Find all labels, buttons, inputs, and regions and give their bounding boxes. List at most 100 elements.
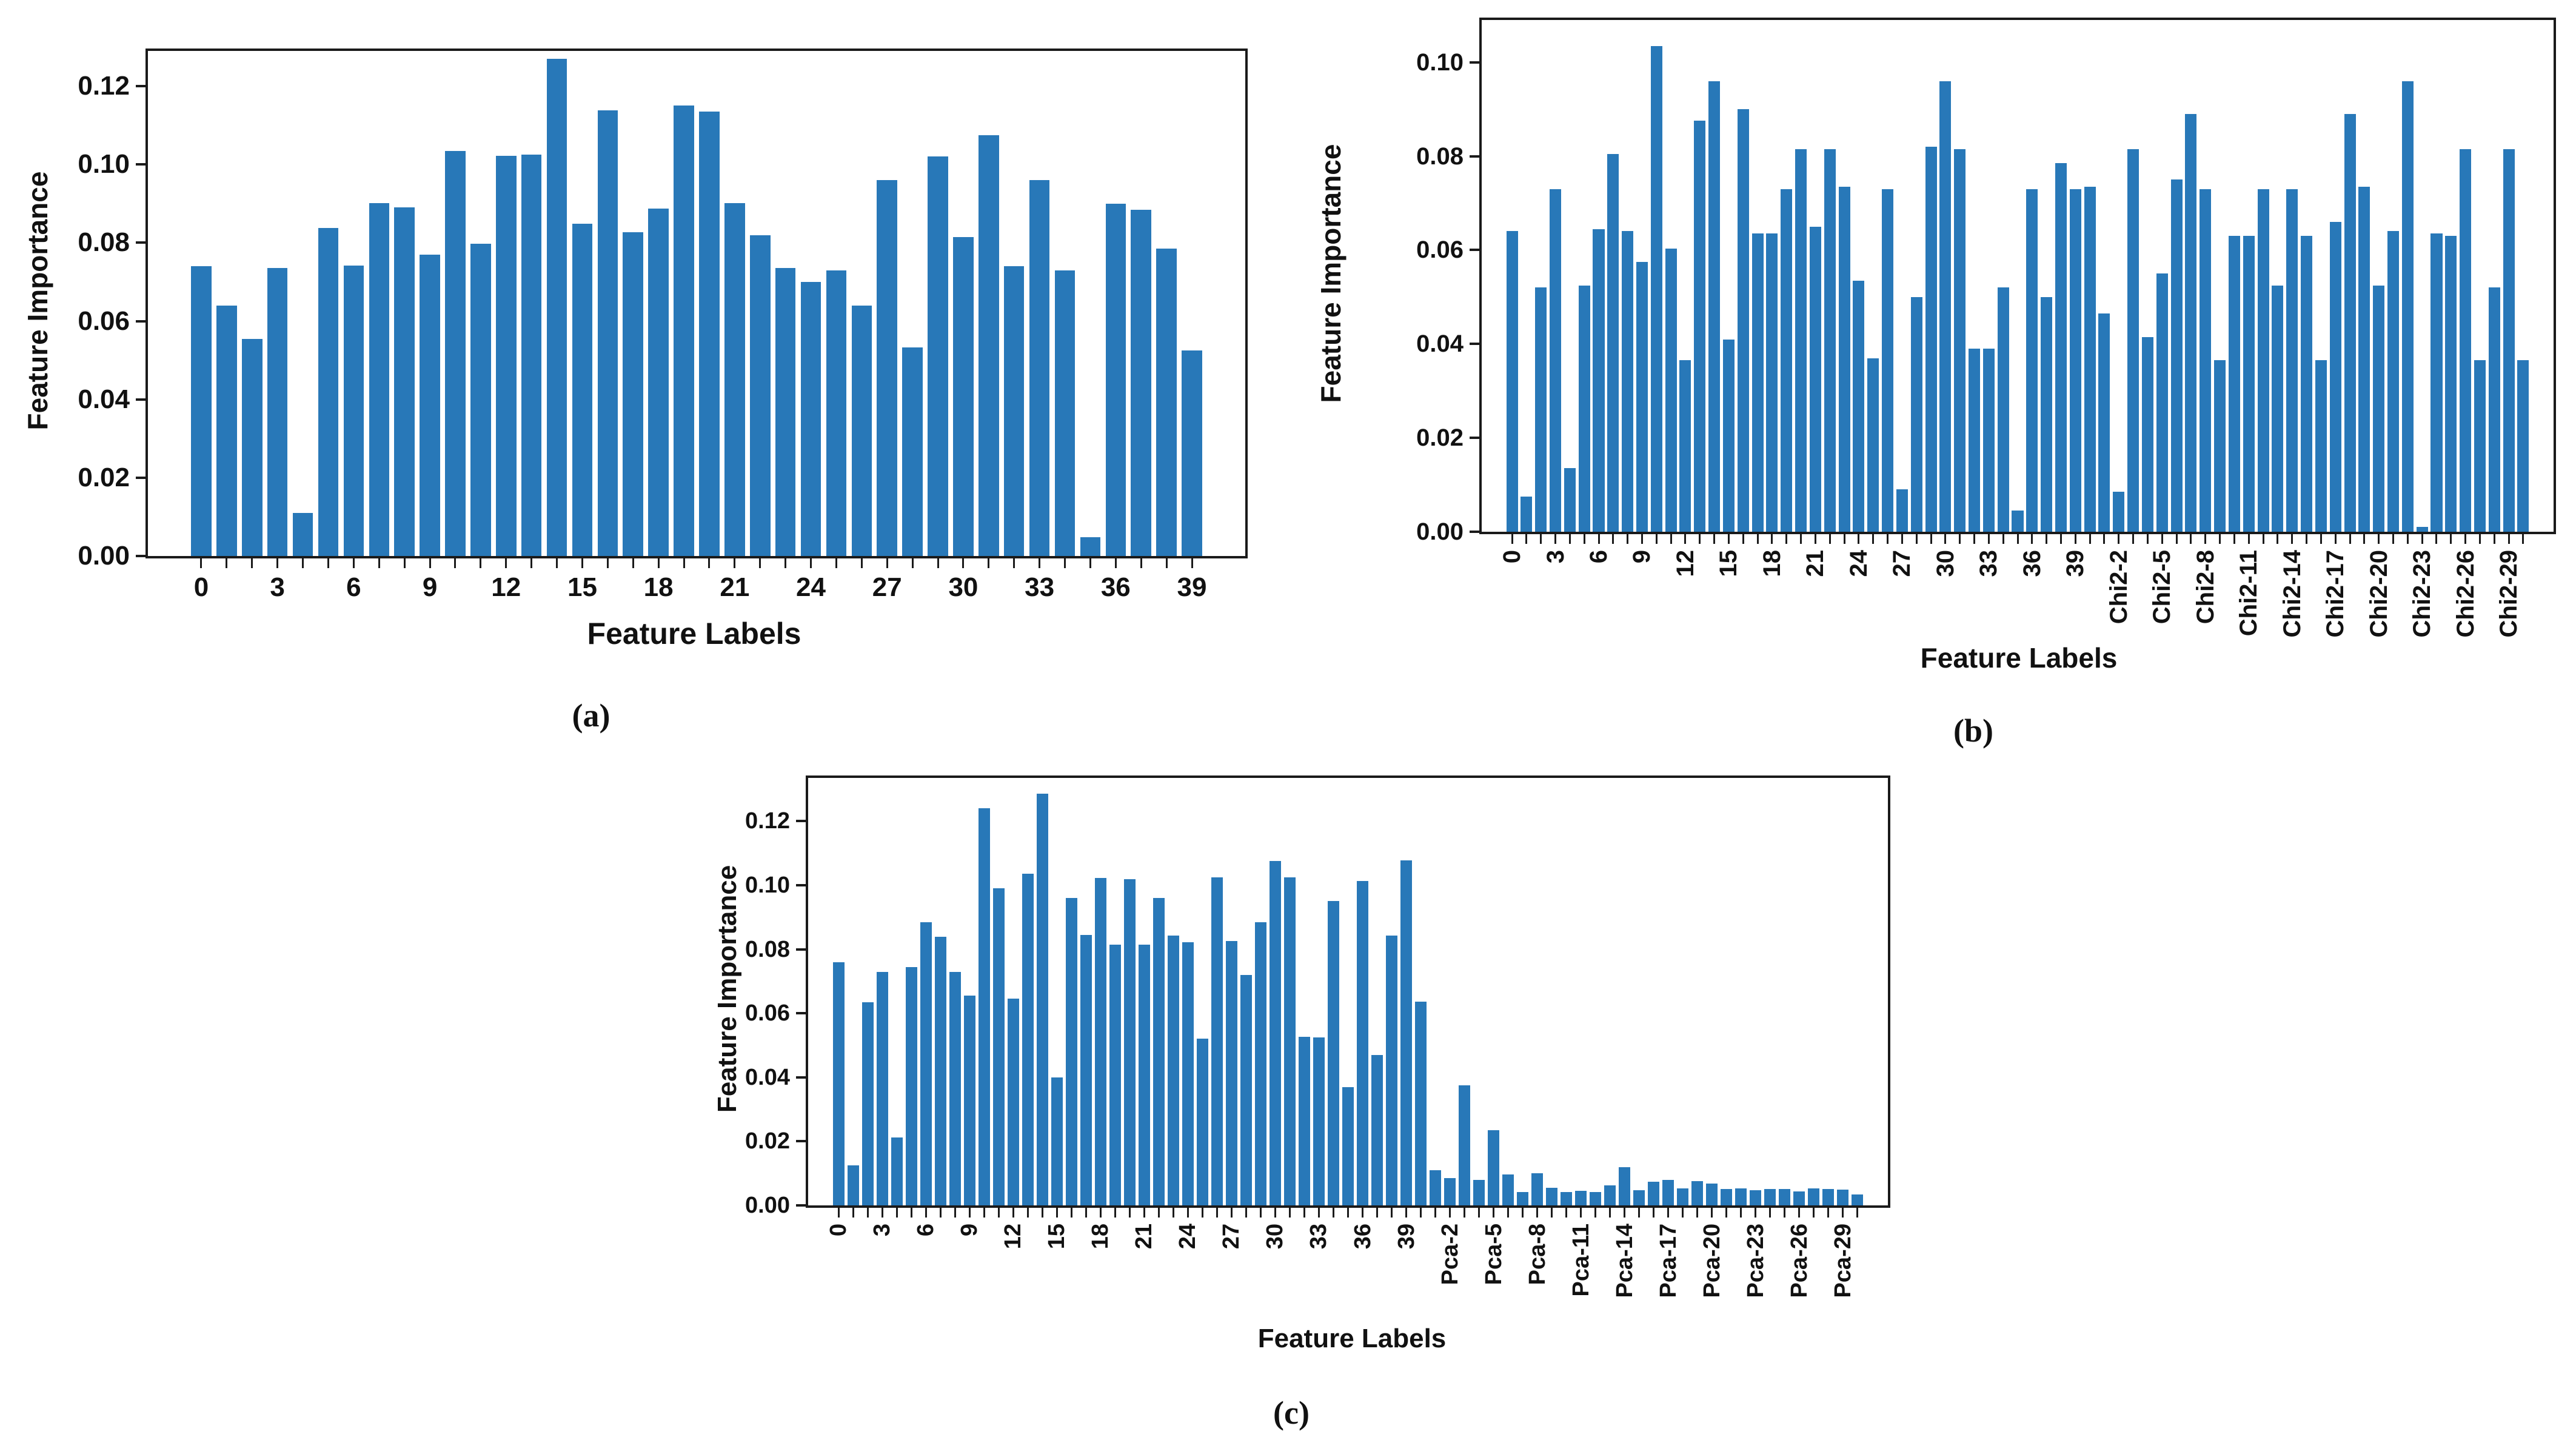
x-tick [2522, 534, 2524, 544]
x-tick [378, 558, 380, 568]
x-tick [505, 558, 507, 568]
x-tick-label: Pca-26 [1786, 1224, 1812, 1298]
bar-23 [775, 268, 796, 556]
bar-Chi2-4 [2141, 337, 2153, 532]
x-tick [925, 1208, 927, 1218]
x-tick [1201, 1208, 1203, 1218]
x-tick [962, 558, 965, 568]
x-tick [1638, 1208, 1641, 1218]
bar-28 [902, 347, 923, 556]
bar-34 [1054, 270, 1076, 556]
x-tick [1887, 534, 1889, 544]
bar-Pca-26 [1793, 1191, 1805, 1205]
bar-0 [1506, 231, 1518, 532]
bar-37 [1131, 209, 1151, 556]
y-tick [796, 1204, 806, 1207]
caption-b: (b) [1953, 712, 1993, 749]
bar-Pca-15 [1633, 1190, 1645, 1205]
bar-Chi2-27 [2474, 360, 2486, 532]
x-tick-label: 3 [869, 1224, 895, 1237]
bar-23 [1167, 935, 1180, 1205]
x-tick-label: 0 [1499, 550, 1526, 564]
x-tick [2493, 534, 2495, 544]
x-tick [1915, 534, 1918, 544]
bar-7 [369, 203, 390, 556]
x-tick [2478, 534, 2481, 544]
x-tick [1627, 534, 1629, 544]
bar-Pca-18 [1676, 1188, 1689, 1205]
x-tick [1551, 1208, 1553, 1218]
x-tick [1554, 534, 1557, 544]
bar-38 [2055, 163, 2067, 532]
x-tick-label: Pca-29 [1830, 1224, 1856, 1298]
bar-Pca-19 [1691, 1181, 1704, 1205]
bar-19 [1781, 189, 1793, 532]
bar-25 [1867, 358, 1879, 532]
x-tick [2262, 534, 2264, 544]
y-tick [136, 320, 146, 323]
x-tick [1055, 1208, 1058, 1218]
x-tick [2464, 534, 2467, 544]
y-tick-label: 0.00 [1416, 518, 1464, 545]
bar-1 [216, 305, 237, 556]
bar-Chi2-12 [2257, 189, 2269, 532]
bar-18 [648, 208, 669, 556]
x-tick [1711, 1208, 1713, 1218]
bar-Pca-2 [1444, 1178, 1456, 1205]
bar-0 [191, 266, 212, 556]
x-tick [2320, 534, 2322, 544]
x-tick [2392, 534, 2394, 544]
bar-15 [1722, 339, 1735, 532]
bar-30 [953, 236, 974, 556]
x-tick [708, 558, 711, 568]
x-tick [1089, 558, 1091, 568]
x-tick [1114, 558, 1117, 568]
bar-25 [1196, 1039, 1209, 1205]
x-tick-label: 6 [1585, 550, 1612, 564]
bar-38 [1385, 935, 1398, 1205]
bar-Chi2-16 [2315, 360, 2327, 532]
bar-Chi2-18 [2344, 113, 2356, 532]
bar-Pca-17 [1662, 1179, 1674, 1205]
bar-14 [1036, 794, 1049, 1205]
y-tick-label: 0.04 [745, 1064, 790, 1090]
x-tick-label: 36 [1350, 1224, 1376, 1250]
x-tick [997, 1208, 1000, 1218]
x-tick [1186, 1208, 1189, 1218]
bar-Pca-3 [1458, 1085, 1471, 1205]
bar-26 [1211, 877, 1223, 1205]
bar-5 [905, 966, 917, 1205]
x-tick-label: 27 [872, 572, 902, 602]
x-tick-label: 39 [1393, 1224, 1419, 1250]
x-tick [276, 558, 279, 568]
x-tick [2002, 534, 2004, 544]
y-tick-label: 0.12 [78, 71, 130, 101]
x-tick-label: Pca-11 [1568, 1224, 1594, 1297]
bar-29 [1254, 922, 1267, 1205]
x-tick [200, 558, 202, 568]
x-tick [810, 558, 812, 568]
x-tick-label: 39 [1177, 572, 1207, 602]
bar-7 [1607, 153, 1619, 532]
y-tick-label: 0.00 [78, 541, 130, 571]
bar-Pca-22 [1735, 1188, 1747, 1205]
x-tick [480, 558, 482, 568]
x-tick [1609, 1208, 1611, 1218]
x-tick [2349, 534, 2351, 544]
bar-4 [292, 512, 313, 556]
x-tick [1655, 534, 1658, 544]
x-tick [1332, 1208, 1334, 1218]
x-tick [1696, 1208, 1699, 1218]
x-tick-label: 39 [2062, 550, 2089, 577]
chart-c-x-axis-title: Feature Labels [1257, 1324, 1447, 1353]
x-tick [2016, 534, 2019, 544]
bar-6 [343, 265, 364, 556]
x-tick [2089, 534, 2091, 544]
x-tick [1594, 1208, 1597, 1218]
bar-12 [1007, 999, 1020, 1205]
x-tick [2046, 534, 2048, 544]
bar-28 [1240, 974, 1253, 1205]
x-tick [837, 1208, 840, 1218]
bar-3 [267, 268, 288, 556]
x-tick-label: 6 [913, 1224, 939, 1237]
